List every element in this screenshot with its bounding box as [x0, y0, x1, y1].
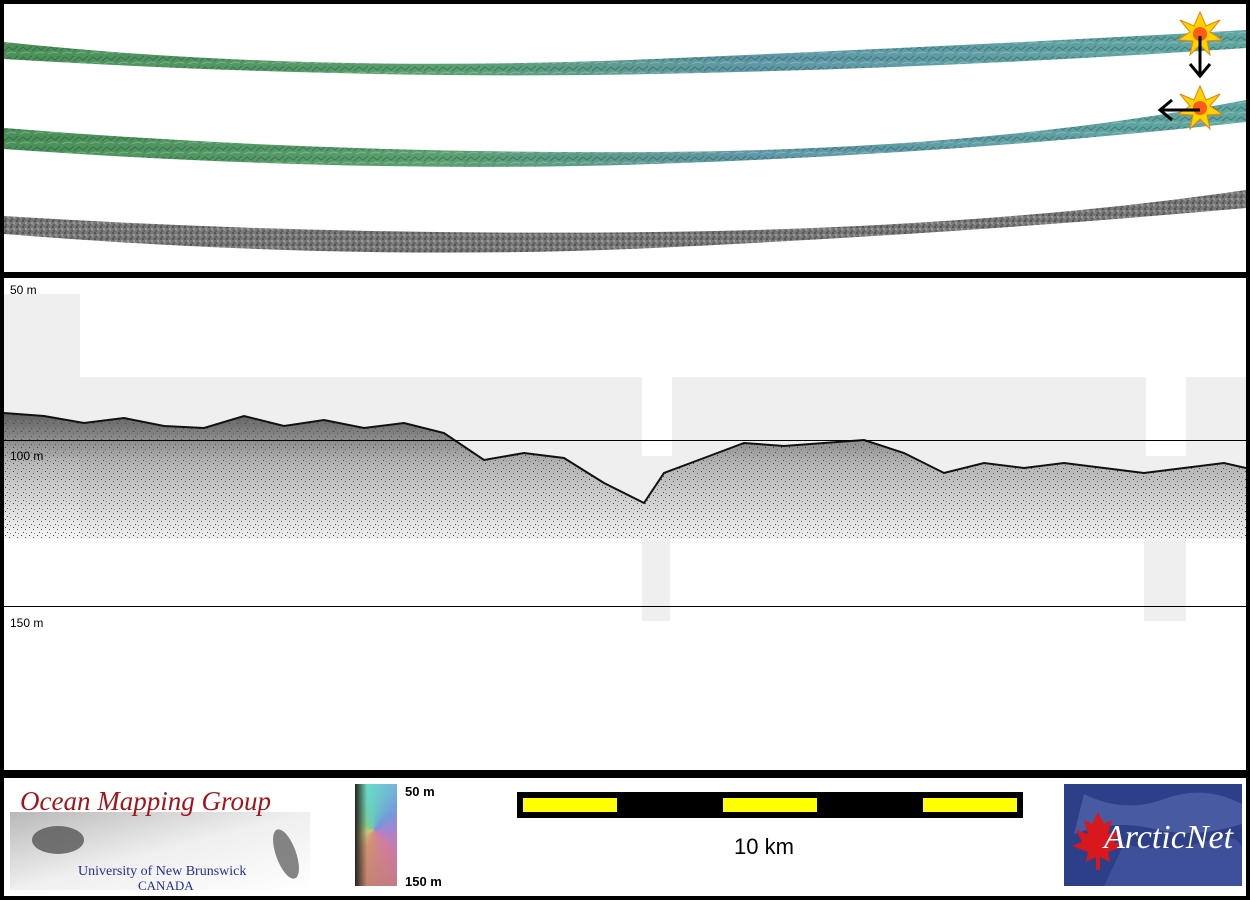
swath-map-panel: [4, 4, 1246, 272]
depth-label-50: 50 m: [10, 283, 37, 297]
scale-segment: [523, 798, 617, 812]
country-line: CANADA: [138, 878, 194, 893]
depth-line-100: [4, 440, 1246, 441]
down-arrow-icon: [1188, 36, 1212, 79]
left-arrow-icon: [1157, 98, 1200, 122]
backscatter-strip: [4, 190, 1246, 253]
depth-label-150: 150 m: [10, 616, 44, 630]
arcticnet-logo-image: ArcticNet: [1064, 784, 1243, 886]
seismic-profile: [4, 294, 1246, 621]
scale-bar: [517, 792, 1023, 818]
ocean-mapping-group-title: Ocean Mapping Group: [20, 786, 271, 816]
footer-panel: Ocean Mapping Group University of New Br…: [4, 778, 1246, 896]
seafloor-reflector: [4, 412, 1246, 505]
arcticnet-text: ArcticNet: [1102, 819, 1235, 856]
depth-label-100: 100 m: [10, 449, 44, 463]
swath-strips: [4, 10, 1246, 253]
scale-label: 10 km: [734, 834, 794, 859]
scale-segment: [923, 798, 1017, 812]
seismic-profile-panel: 50 m 100 m 150 m: [4, 278, 1246, 770]
colorbar-top-label: 50 m: [405, 784, 435, 799]
scale-segment: [723, 798, 817, 812]
university-line: University of New Brunswick: [78, 864, 247, 879]
seafloor-image: [10, 812, 310, 890]
maple-leaf-icon: [1072, 812, 1124, 870]
ocean-mapping-group-logo: Ocean Mapping Group University of New Br…: [10, 782, 310, 893]
depth-line-150: [4, 606, 1246, 607]
depth-colorbar: [355, 784, 397, 886]
colorbar-bottom-label: 150 m: [405, 874, 442, 889]
arcticnet-logo: ArcticNet: [1064, 784, 1243, 886]
